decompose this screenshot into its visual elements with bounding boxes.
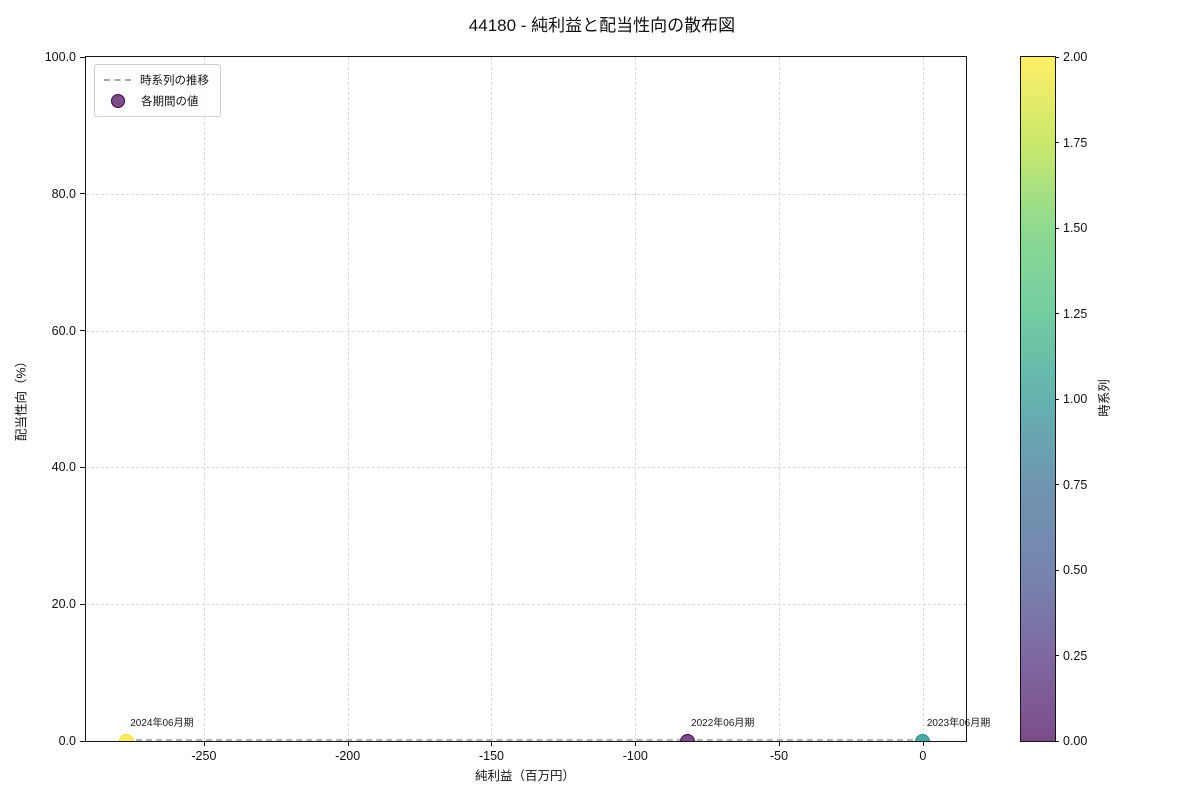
y-gridline [86, 467, 966, 469]
y-gridline [86, 604, 966, 606]
legend: 時系列の推移 各期間の値 [94, 64, 221, 117]
colorbar-tick [1055, 56, 1059, 58]
y-gridline [86, 330, 966, 332]
x-gridline [922, 57, 924, 741]
x-tick-label: -250 [191, 749, 217, 763]
x-axis-label: 純利益（百万円） [474, 769, 576, 783]
y-tick-label: 100.0 [44, 50, 76, 64]
x-tick [779, 741, 781, 746]
colorbar-tick [1055, 569, 1059, 571]
colorbar-tick [1055, 227, 1059, 229]
colorbar-tick [1055, 655, 1059, 656]
x-gridline [635, 57, 637, 741]
x-tick-label: -100 [622, 749, 648, 763]
scatter-point [679, 733, 695, 741]
axis-ticks-layer: -250 -200 -150 -100 -50 0 0.0 20.0 40.0 60.0 80.0 1… [45, 50, 966, 763]
colorbar-tick [1055, 142, 1059, 143]
x-tick [922, 741, 924, 746]
grid-layer [86, 57, 966, 741]
marker-swatch-icon [111, 94, 125, 108]
colorbar-tick [1055, 740, 1059, 742]
legend-item-timeline: 時系列の推移 [104, 72, 209, 88]
colorbar-tick-label: 0.00 [1063, 734, 1088, 748]
y-gridline [86, 193, 966, 195]
colorbar-tick-label: 2.00 [1063, 50, 1088, 64]
x-gridline [491, 57, 493, 741]
point-annotation: 2024年06月期 [130, 718, 194, 729]
colorbar-tick-label: 1.25 [1063, 306, 1088, 321]
x-gridline [347, 57, 349, 741]
y-tick-label: 80.0 [51, 186, 76, 201]
x-tick [203, 741, 205, 746]
colorbar-tick-label: 0.75 [1063, 477, 1088, 492]
point-annotation: 2023年06月期 [926, 718, 991, 729]
y-tick [80, 193, 85, 195]
y-tick-label: 20.0 [51, 597, 76, 612]
colorbar-tick [1055, 484, 1059, 485]
y-tick [80, 466, 85, 468]
y-tick-label: 40.0 [51, 460, 76, 475]
plot-area: 2022年06月期 2023年06月期 2024年06月期 -250 -200 -150… [45, 50, 991, 763]
point-annotation: 2022年06月期 [691, 718, 755, 729]
x-tick [347, 741, 349, 746]
colorbar-tick [1055, 398, 1059, 400]
y-tick [80, 603, 85, 605]
colorbar-label: 時系列 [1097, 379, 1112, 417]
y-tick [80, 330, 85, 332]
x-tick [635, 741, 637, 746]
annotation-layer: 2022年06月期 2023年06月期 2024年06月期 [86, 57, 990, 741]
colorbar-tick-label: 1.75 [1063, 135, 1088, 150]
scatter-point [118, 733, 134, 741]
dashed-line-swatch-icon [104, 79, 131, 81]
chart-title: 44180 - 純利益と配当性向の散布図 [468, 16, 736, 35]
x-tick-label: -150 [478, 749, 504, 763]
y-axis-label: 配当性向（%） [14, 354, 29, 442]
colorbar-tick-label: 1.50 [1063, 221, 1088, 235]
x-tick [491, 741, 493, 746]
colorbar-tick-label: 0.25 [1063, 648, 1088, 663]
x-tick-label: 0 [919, 749, 927, 763]
x-tick-label: -200 [335, 749, 361, 763]
x-gridline [779, 57, 781, 741]
colorbar-tick-label: 1.00 [1063, 392, 1088, 406]
colorbar-tick-label: 0.50 [1063, 563, 1088, 577]
y-tick-label: 60.0 [51, 323, 76, 338]
timeline-dashed-line [126, 739, 923, 741]
y-tick [80, 740, 85, 742]
legend-item-label: 時系列の推移 [140, 75, 209, 87]
colorbar-tick [1055, 313, 1059, 314]
legend-item-periods: 各期間の値 [104, 93, 209, 109]
y-tick [80, 56, 85, 58]
y-tick-label: 0.0 [58, 734, 76, 748]
x-tick-label: -50 [770, 749, 789, 763]
series-layer [86, 57, 966, 741]
colorbar: 0.00 0.25 0.50 0.75 1.00 1.25 1.50 1.75 2.00 [1020, 50, 1087, 748]
x-gridline [203, 57, 205, 741]
legend-item-label: 各期間の値 [141, 96, 199, 108]
